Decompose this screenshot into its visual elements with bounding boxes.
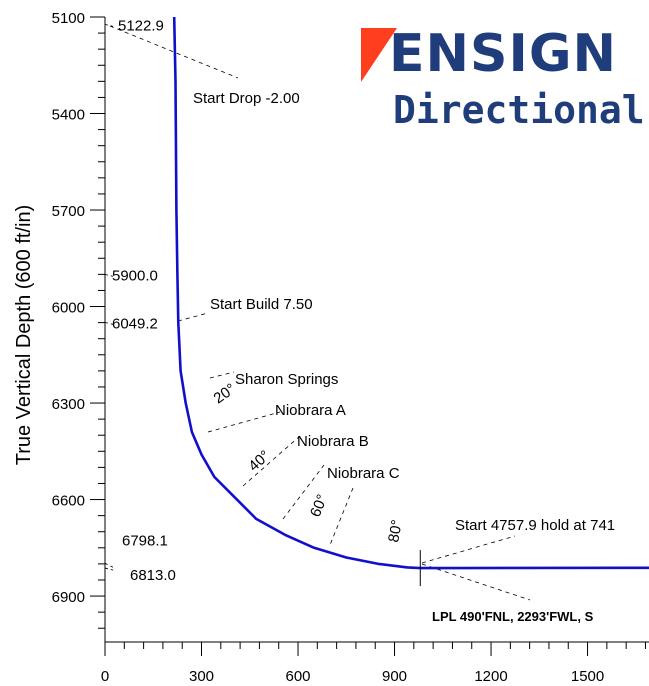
start-build-leader — [178, 313, 208, 321]
start-build-label: Start Build 7.50 — [210, 296, 313, 313]
formation-label: Sharon Springs — [235, 371, 338, 388]
lpl-leader — [422, 564, 530, 600]
y-tick-label: 6900 — [52, 589, 85, 606]
x-tick-label: 900 — [382, 668, 407, 685]
logo-word-ensign: ENSIGN — [389, 26, 617, 84]
x-tick-label: 1200 — [474, 668, 507, 685]
y-tick-label: 5700 — [52, 203, 85, 220]
formation-leader — [210, 372, 234, 378]
md-label: 6049.2 — [112, 315, 158, 332]
x-tick-label: 1500 — [571, 668, 604, 685]
inclination-label: 40° — [245, 447, 273, 475]
y-tick-label: 6600 — [52, 493, 85, 510]
y-tick-label: 6000 — [52, 300, 85, 317]
md-label: 6813.0 — [130, 567, 176, 584]
y-axis-label: True Vertical Depth (600 ft/in) — [13, 205, 35, 466]
start-drop-label: Start Drop -2.00 — [193, 90, 300, 107]
y-tick-label: 5100 — [52, 10, 85, 27]
lpl-label: LPL 490'FNL, 2293'FWL, S — [432, 609, 594, 624]
x-tick-label: 300 — [189, 668, 214, 685]
md-leader — [105, 563, 113, 567]
start-hold-leader — [422, 536, 515, 563]
start-hold-label: Start 4757.9 hold at 741 — [455, 517, 615, 534]
inclination-label: 80° — [385, 518, 406, 543]
formation-leader — [208, 412, 280, 432]
formation-label: Niobrara C — [327, 465, 400, 482]
ensign-logo: ENSIGN — [361, 26, 649, 86]
x-tick-label: 0 — [101, 668, 109, 685]
formation-leader — [330, 488, 353, 545]
md-leader — [105, 24, 113, 26]
x-tick-label: 600 — [286, 668, 311, 685]
md-label: 6798.1 — [122, 532, 168, 549]
formation-label: Niobrara A — [275, 402, 346, 419]
logo-word-directional: Directional — [393, 88, 645, 132]
md-leader — [105, 568, 113, 570]
md-label: 5900.0 — [112, 267, 158, 284]
formation-label: Niobrara B — [297, 433, 369, 450]
y-tick-label: 6300 — [52, 396, 85, 413]
y-tick-label: 5400 — [52, 107, 85, 124]
md-label: 5122.9 — [118, 17, 164, 34]
inclination-label: 60° — [307, 492, 331, 519]
